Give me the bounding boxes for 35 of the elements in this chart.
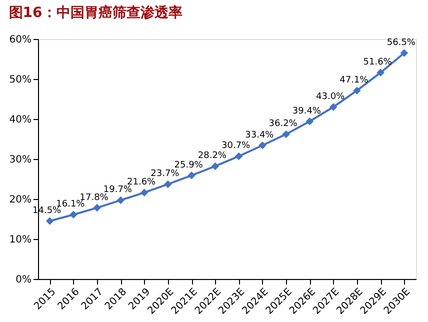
data-label: 23.7%: [150, 169, 180, 180]
data-label: 47.1%: [340, 76, 369, 86]
data-label: 30.7%: [222, 141, 251, 152]
y-tick-label: 10%: [9, 234, 32, 246]
y-tick-label: 20%: [9, 194, 32, 206]
data-label: 51.6%: [363, 58, 392, 68]
point: [306, 118, 314, 126]
point: [353, 86, 361, 94]
point: [329, 103, 338, 111]
point: [140, 188, 148, 196]
data-label: 33.4%: [245, 130, 274, 140]
data-label: 25.9%: [174, 160, 204, 170]
point: [70, 210, 78, 218]
point: [258, 142, 266, 150]
data-label: 36.2%: [268, 119, 298, 130]
point: [282, 130, 290, 138]
point: [46, 217, 54, 225]
point: [234, 152, 243, 160]
y-tick-label: 40%: [9, 114, 32, 126]
data-label: 56.5%: [386, 38, 416, 48]
data-label: 43.0%: [316, 92, 346, 102]
data-label: 39.4%: [292, 106, 322, 116]
point: [376, 68, 384, 76]
chart-title: 图16：中国胃癌筛查渗透率: [8, 4, 182, 21]
point: [188, 172, 196, 180]
point: [164, 180, 172, 188]
point: [400, 49, 408, 57]
point: [211, 162, 220, 170]
point: [116, 196, 125, 204]
data-label: 28.2%: [198, 151, 227, 162]
point: [93, 204, 101, 212]
y-tick-label: 60%: [9, 34, 32, 46]
y-tick-label: 50%: [9, 74, 32, 86]
y-tick-label: 30%: [9, 154, 32, 166]
y-tick-label: 0%: [16, 274, 32, 286]
